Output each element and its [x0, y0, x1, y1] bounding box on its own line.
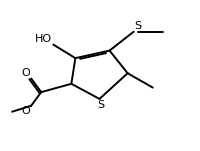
Text: O: O	[21, 106, 30, 116]
Text: O: O	[21, 68, 30, 78]
Text: S: S	[133, 21, 140, 31]
Text: S: S	[96, 100, 104, 110]
Text: HO: HO	[35, 34, 52, 44]
